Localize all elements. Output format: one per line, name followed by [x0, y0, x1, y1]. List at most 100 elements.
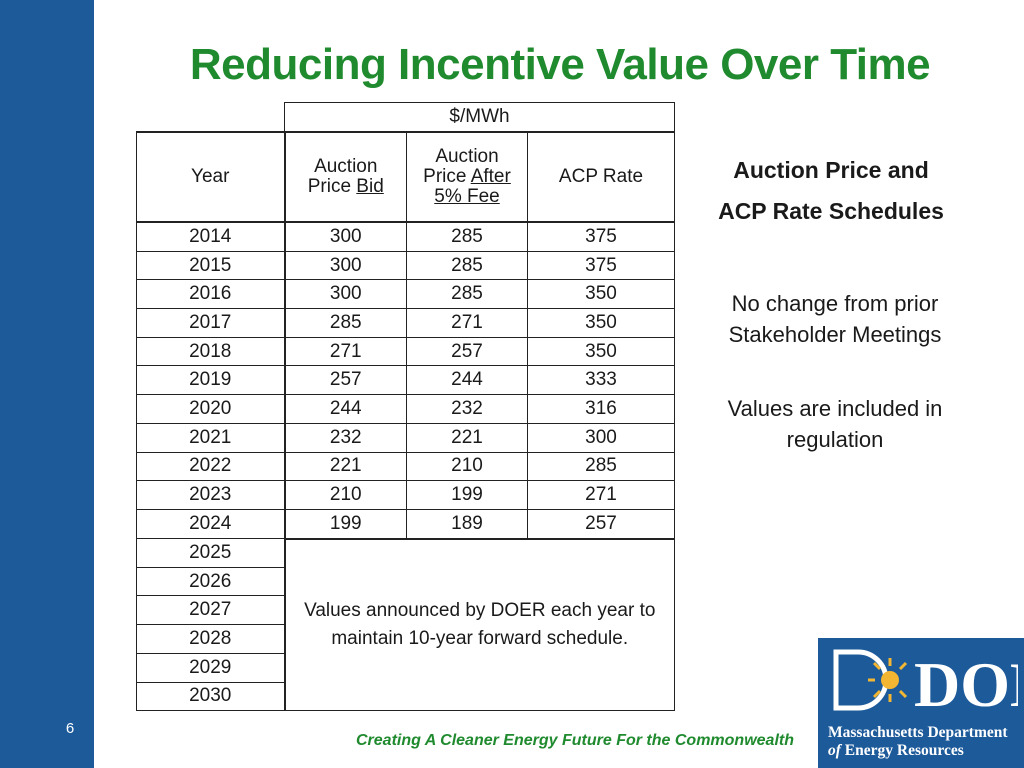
bid-header-line1: Auction: [314, 156, 378, 177]
year-cell: 2018: [136, 336, 286, 367]
auction-bid-cell: 271: [284, 336, 407, 367]
unit-header: $/MWh: [284, 102, 675, 133]
side-heading-line2: ACP Rate Schedules: [718, 198, 944, 224]
future-table-row: 2028: [136, 624, 675, 654]
left-sidebar-band: [0, 0, 94, 768]
year-cell: 2025: [136, 538, 286, 568]
auction-bid-cell: 300: [284, 279, 407, 310]
table-row: 2016 300 285 350: [136, 279, 675, 310]
auction-after-fee-cell: 244: [406, 365, 528, 396]
side-heading-line1: Auction Price and: [733, 157, 929, 183]
future-table-row: 2029: [136, 652, 675, 683]
column-header-row: Year Auction Price Bid Auction Price Aft…: [136, 131, 675, 223]
table-corner: [136, 102, 285, 133]
year-cell: 2022: [136, 451, 286, 482]
acp-rate-cell: 350: [527, 308, 675, 338]
logo-line2: of Energy Resources: [828, 742, 1024, 760]
acp-rate-cell: 350: [527, 279, 675, 310]
auction-after-fee-cell: 271: [406, 308, 528, 338]
year-header: Year: [136, 131, 286, 223]
unit-row: $/MWh: [136, 102, 675, 133]
acp-rate-cell: 316: [527, 394, 675, 424]
acp-rate-cell: 257: [527, 508, 675, 540]
side-note-no-change: No change from prior Stakeholder Meeting…: [700, 288, 970, 350]
future-table-row: 2025 Values announced by DOER each year t…: [136, 537, 675, 712]
year-cell: 2026: [136, 566, 286, 597]
auction-bid-cell: 199: [284, 508, 407, 540]
auction-bid-cell: 257: [284, 365, 407, 396]
acp-rate-cell: 375: [527, 250, 675, 281]
year-cell: 2028: [136, 624, 286, 654]
auction-price-after-fee-header: Auction Price After 5% Fee: [406, 131, 528, 223]
note2-line2: regulation: [786, 427, 884, 452]
bid-header-line2b: Bid: [356, 176, 384, 197]
future-note-line1: Values announced by DOER each year to: [304, 599, 656, 621]
table-row: 2022 221 210 285: [136, 451, 675, 482]
side-note-regulation: Values are included in regulation: [700, 393, 970, 455]
future-schedule-note: Values announced by DOER each year to mai…: [284, 537, 675, 712]
logo-line2-rest: Energy Resources: [840, 742, 964, 759]
auction-bid-cell: 210: [284, 480, 407, 510]
year-cell: 2017: [136, 308, 286, 338]
auction-after-fee-cell: 199: [406, 480, 528, 510]
after-header-line2a: Price: [423, 166, 471, 187]
year-cell: 2020: [136, 394, 286, 424]
slide-title: Reducing Incentive Value Over Time: [189, 40, 931, 89]
acp-rate-cell: 300: [527, 422, 675, 453]
year-cell: 2030: [136, 681, 286, 712]
after-header-line1: Auction: [435, 146, 499, 167]
auction-after-fee-cell: 285: [406, 279, 528, 310]
acp-rate-cell: 375: [527, 221, 675, 252]
auction-bid-cell: 285: [284, 308, 407, 338]
table-row: 2023 210 199 271: [136, 480, 675, 510]
doer-wordmark-icon: DOER: [833, 649, 1018, 714]
auction-after-fee-cell: 221: [406, 422, 528, 453]
footer-tagline: Creating A Cleaner Energy Future For the…: [356, 732, 794, 749]
year-cell: 2029: [136, 652, 286, 683]
future-table-row: 2026: [136, 566, 675, 597]
acp-rate-cell: 350: [527, 336, 675, 367]
acp-rate-cell: 285: [527, 451, 675, 482]
table-row: 2024 199 189 257: [136, 508, 675, 540]
after-header-line3: 5% Fee: [434, 186, 500, 207]
auction-after-fee-cell: 189: [406, 508, 528, 540]
acp-rate-cell: 333: [527, 365, 675, 396]
year-cell: 2016: [136, 279, 286, 310]
logo-line2-of: of: [828, 742, 841, 759]
future-table-row: 2030: [136, 681, 675, 712]
auction-bid-cell: 221: [284, 451, 407, 482]
year-cell: 2014: [136, 221, 286, 252]
auction-bid-cell: 300: [284, 250, 407, 281]
auction-after-fee-cell: 285: [406, 221, 528, 252]
after-header-line2b: After: [470, 166, 511, 187]
acp-rate-header: ACP Rate: [527, 131, 675, 223]
year-cell: 2027: [136, 595, 286, 626]
future-table-row: 2027: [136, 595, 675, 626]
acp-rate-cell: 271: [527, 480, 675, 510]
logo-wordmark-text: DOER: [914, 649, 1018, 714]
logo-line1: Massachusetts Department: [828, 724, 1008, 741]
year-cell: 2024: [136, 508, 286, 540]
auction-bid-cell: 244: [284, 394, 407, 424]
table-row: 2017 285 271 350: [136, 308, 675, 338]
bid-header-line2a: Price: [307, 176, 357, 197]
auction-price-bid-header: Auction Price Bid: [284, 131, 407, 223]
auction-after-fee-cell: 257: [406, 336, 528, 367]
table-row: 2018 271 257 350: [136, 336, 675, 367]
auction-bid-cell: 300: [284, 221, 407, 252]
page-number: 6: [65, 720, 75, 737]
table-row: 2021 232 221 300: [136, 422, 675, 453]
schedule-table: $/MWh Year Auction Price Bid Auction Pri…: [136, 102, 675, 712]
table-row: 2019 257 244 333: [136, 365, 675, 396]
note2-line1: Values are included in: [727, 396, 943, 421]
note1-line2: Stakeholder Meetings: [728, 322, 942, 347]
auction-after-fee-cell: 232: [406, 394, 528, 424]
side-heading: Auction Price and ACP Rate Schedules: [700, 150, 962, 232]
auction-bid-cell: 232: [284, 422, 407, 453]
table-row: 2020 244 232 316: [136, 394, 675, 424]
table-row: 2015 300 285 375: [136, 250, 675, 281]
year-cell: 2021: [136, 422, 286, 453]
doer-logo: DOER Massachusetts Department of Energy …: [818, 638, 1024, 768]
auction-after-fee-cell: 285: [406, 250, 528, 281]
note1-line1: No change from prior: [731, 291, 939, 316]
